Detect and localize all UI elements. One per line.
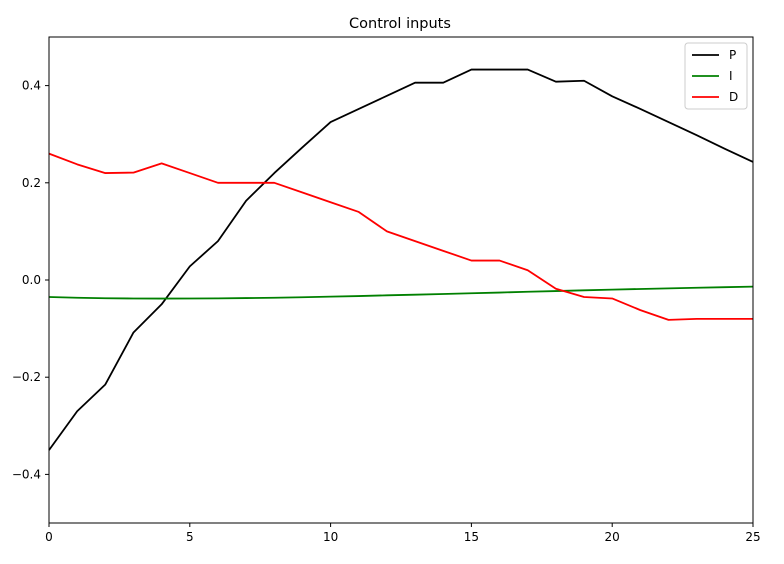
legend-label-d: D bbox=[729, 90, 738, 104]
y-tick-label: 0.0 bbox=[22, 273, 41, 287]
legend-label-p: P bbox=[729, 48, 736, 62]
legend: PID bbox=[684, 42, 748, 110]
x-tick-label: 0 bbox=[45, 530, 53, 544]
x-tick-label: 15 bbox=[464, 530, 479, 544]
x-tick-label: 5 bbox=[186, 530, 194, 544]
y-tick-label: 0.4 bbox=[22, 79, 41, 93]
series-line-i bbox=[48, 285, 754, 300]
x-axis: 0 5 10 15 20 25 bbox=[45, 523, 761, 544]
x-tick-label: 10 bbox=[323, 530, 338, 544]
y-axis: −0.4 −0.2 0.0 0.2 0.4 bbox=[12, 79, 49, 481]
y-tick-label: −0.4 bbox=[12, 467, 41, 481]
y-tick-label: 0.2 bbox=[22, 176, 41, 190]
plot-frame bbox=[48, 36, 754, 524]
y-tick-label: −0.2 bbox=[12, 370, 41, 384]
x-tick-label: 20 bbox=[605, 530, 620, 544]
x-tick-label: 25 bbox=[745, 530, 760, 544]
series-line-d bbox=[48, 152, 753, 321]
chart-title: Control inputs bbox=[349, 16, 451, 32]
series-line-p bbox=[48, 68, 754, 451]
legend-label-i: I bbox=[729, 69, 733, 83]
series-layer bbox=[48, 68, 754, 451]
